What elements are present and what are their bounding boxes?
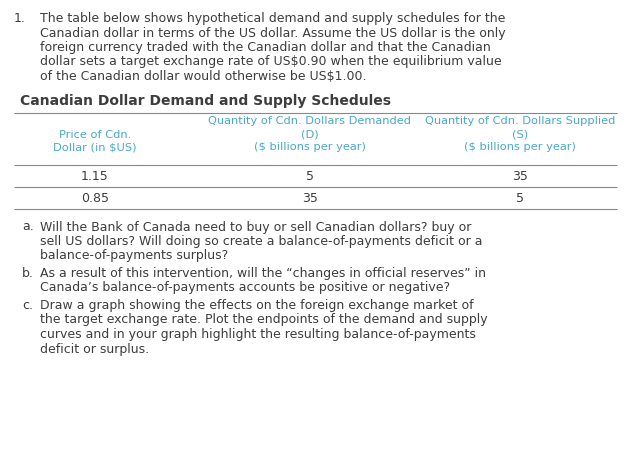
Text: 1.15: 1.15 bbox=[81, 170, 109, 183]
Text: 35: 35 bbox=[512, 170, 528, 183]
Text: ($ billions per year): ($ billions per year) bbox=[254, 142, 366, 153]
Text: 35: 35 bbox=[302, 192, 318, 205]
Text: c.: c. bbox=[22, 299, 33, 312]
Text: curves and in your graph highlight the resulting balance-of-payments: curves and in your graph highlight the r… bbox=[40, 328, 476, 341]
Text: Draw a graph showing the effects on the foreign exchange market of: Draw a graph showing the effects on the … bbox=[40, 299, 474, 312]
Text: of the Canadian dollar would otherwise be US$1.00.: of the Canadian dollar would otherwise b… bbox=[40, 70, 367, 83]
Text: ($ billions per year): ($ billions per year) bbox=[464, 142, 576, 153]
Text: Dollar (in $US): Dollar (in $US) bbox=[53, 142, 137, 153]
Text: the target exchange rate. Plot the endpoints of the demand and supply: the target exchange rate. Plot the endpo… bbox=[40, 314, 488, 327]
Text: Will the Bank of Canada need to buy or sell Canadian dollars? buy or: Will the Bank of Canada need to buy or s… bbox=[40, 220, 471, 234]
Text: balance-of-payments surplus?: balance-of-payments surplus? bbox=[40, 249, 228, 263]
Text: dollar sets a target exchange rate of US$0.90 when the equilibrium value: dollar sets a target exchange rate of US… bbox=[40, 56, 502, 68]
Text: The table below shows hypothetical demand and supply schedules for the: The table below shows hypothetical deman… bbox=[40, 12, 505, 25]
Text: 5: 5 bbox=[516, 192, 524, 205]
Text: Canada’s balance-of-payments accounts be positive or negative?: Canada’s balance-of-payments accounts be… bbox=[40, 281, 450, 294]
Text: (S): (S) bbox=[512, 130, 528, 139]
Text: Canadian dollar in terms of the US dollar. Assume the US dollar is the only: Canadian dollar in terms of the US dolla… bbox=[40, 27, 505, 39]
Text: Quantity of Cdn. Dollars Demanded: Quantity of Cdn. Dollars Demanded bbox=[208, 117, 411, 126]
Text: 1.: 1. bbox=[14, 12, 26, 25]
Text: Price of Cdn.: Price of Cdn. bbox=[59, 130, 131, 139]
Text: foreign currency traded with the Canadian dollar and that the Canadian: foreign currency traded with the Canadia… bbox=[40, 41, 491, 54]
Text: (D): (D) bbox=[301, 130, 319, 139]
Text: Canadian Dollar Demand and Supply Schedules: Canadian Dollar Demand and Supply Schedu… bbox=[20, 95, 391, 109]
Text: deficit or surplus.: deficit or surplus. bbox=[40, 343, 149, 356]
Text: As a result of this intervention, will the “changes in official reserves” in: As a result of this intervention, will t… bbox=[40, 267, 486, 280]
Text: Quantity of Cdn. Dollars Supplied: Quantity of Cdn. Dollars Supplied bbox=[425, 117, 615, 126]
Text: 0.85: 0.85 bbox=[81, 192, 109, 205]
Text: b.: b. bbox=[22, 267, 34, 280]
Text: a.: a. bbox=[22, 220, 33, 234]
Text: sell US dollars? Will doing so create a balance-of-payments deficit or a: sell US dollars? Will doing so create a … bbox=[40, 235, 483, 248]
Text: 5: 5 bbox=[306, 170, 314, 183]
